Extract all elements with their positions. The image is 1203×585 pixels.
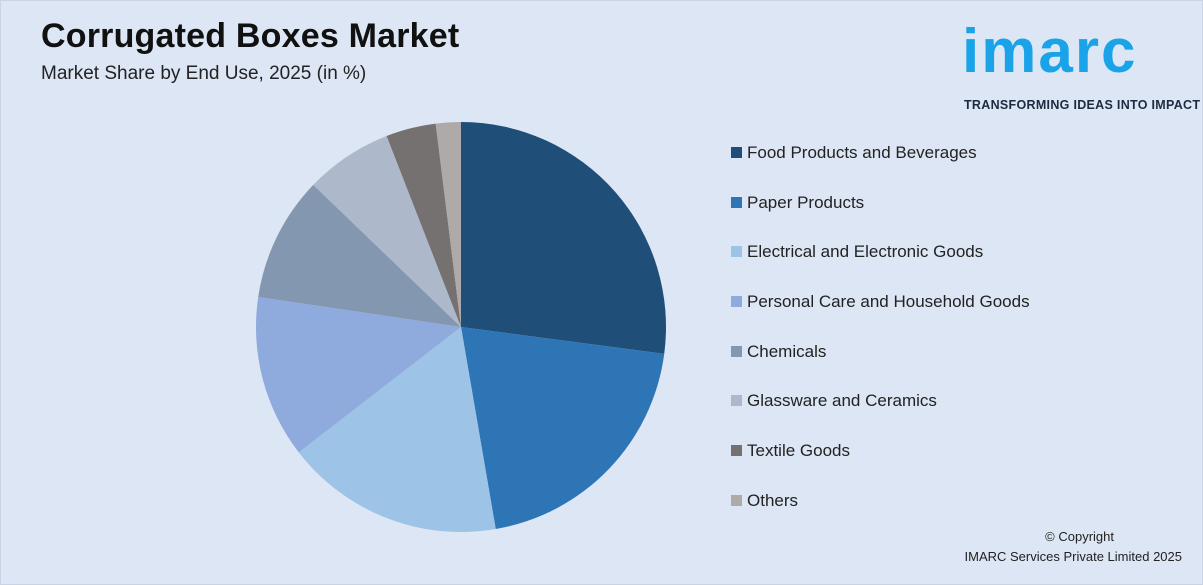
- pie-slice-paper-products: [461, 327, 665, 530]
- pie-slice-food-products-and-beverages: [461, 122, 667, 354]
- legend-item-chemicals: Chemicals: [731, 342, 1030, 392]
- legend-item-textile-goods: Textile Goods: [731, 441, 1030, 491]
- legend-item-food-products-and-beverages: Food Products and Beverages: [731, 143, 1030, 193]
- legend-label: Personal Care and Household Goods: [747, 292, 1030, 312]
- pie-slice-others: [435, 122, 461, 327]
- pie-chart: [255, 122, 667, 533]
- legend-swatch: [731, 395, 742, 407]
- pie-slice-chemicals: [258, 184, 461, 327]
- logo-wordmark: imarc: [962, 17, 1138, 86]
- legend-swatch: [731, 296, 742, 308]
- copyright-line-2: IMARC Services Private Limited 2025: [964, 549, 1182, 564]
- legend-label: Food Products and Beverages: [747, 143, 977, 162]
- legend-item-personal-care-and-household-goods: Personal Care and Household Goods: [731, 292, 1030, 342]
- logo-tagline: TRANSFORMING IDEAS INTO IMPACT: [964, 98, 1201, 112]
- legend-swatch: [731, 494, 742, 506]
- legend-item-others: Others: [731, 491, 1030, 541]
- legend-item-paper-products: Paper Products: [731, 193, 1030, 243]
- chart-subtitle: Market Share by End Use, 2025 (in %): [41, 63, 367, 84]
- legend-swatch: [731, 196, 742, 208]
- legend-swatch: [731, 246, 742, 258]
- legend-label: Glassware and Ceramics: [747, 391, 937, 411]
- legend-label: Electrical and Electronic Goods: [747, 242, 984, 262]
- legend-label: Textile Goods: [747, 441, 850, 461]
- imarc-logo: imarc TRANSFORMING IDEAS INTO IMPACT: [956, 11, 1200, 121]
- copyright-notice: © Copyright IMARC Services Private Limit…: [965, 527, 1182, 567]
- legend-swatch: [731, 445, 742, 457]
- copyright-line-1: © Copyright: [1045, 529, 1114, 544]
- legend-swatch: [731, 345, 742, 357]
- legend-item-glassware-and-ceramics: Glassware and Ceramics: [731, 391, 1030, 441]
- legend-label: Chemicals: [747, 341, 827, 361]
- pie-slice-personal-care-and-household-goods: [255, 296, 461, 453]
- chart-legend: Food Products and Beverages Paper Product…: [731, 143, 1030, 541]
- pie-slice-textile-goods: [386, 123, 461, 327]
- legend-swatch: [731, 147, 742, 158]
- legend-label: Paper Products: [747, 192, 865, 212]
- legend-item-electrical-and-electronic-goods: Electrical and Electronic Goods: [731, 242, 1030, 292]
- legend-label: Others: [747, 490, 799, 510]
- pie-slice-electrical-and-electronic-goods: [298, 327, 496, 533]
- chart-title: Corrugated Boxes Market: [41, 17, 460, 55]
- pie-slice-glassware-and-ceramics: [313, 135, 461, 327]
